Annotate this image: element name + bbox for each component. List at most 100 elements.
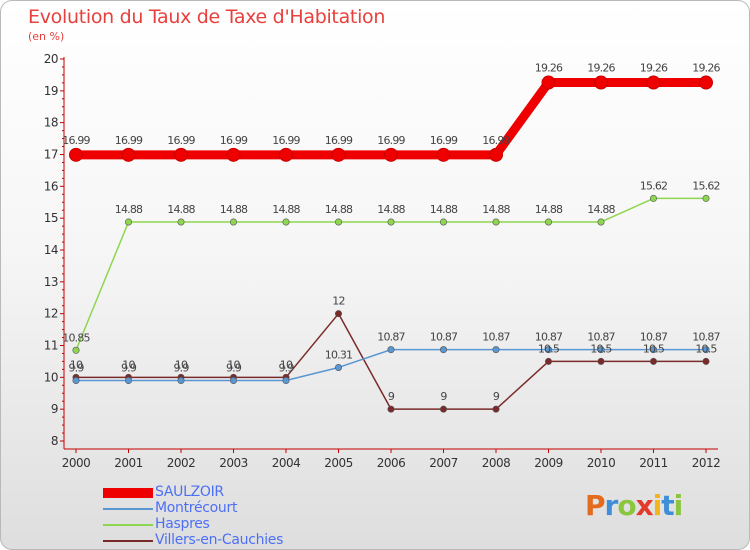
data-label: 14.88: [482, 203, 510, 216]
data-point: [489, 147, 503, 162]
legend-swatch: [103, 524, 153, 526]
y-tick-label: 11: [44, 339, 58, 353]
data-label: 10.87: [482, 331, 510, 344]
data-point: [125, 377, 133, 385]
data-label: 10.87: [535, 331, 563, 344]
data-point: [230, 218, 238, 226]
data-label: 9.9: [121, 362, 137, 375]
data-label: 16.99: [167, 134, 195, 147]
x-tick-label: 2007: [429, 456, 458, 470]
chart-title: Evolution du Taux de Taxe d'Habitation: [28, 6, 386, 28]
data-label: 9: [388, 390, 395, 403]
y-tick-label: 14: [44, 243, 58, 257]
y-tick-label: 16: [44, 179, 58, 193]
x-tick-label: 2003: [219, 456, 248, 470]
x-tick-label: 2006: [377, 456, 406, 470]
data-point: [121, 147, 136, 162]
data-label: 10.31: [325, 348, 353, 361]
data-point: [72, 346, 80, 354]
data-label: 9.9: [173, 362, 189, 375]
data-label: 10: [70, 358, 83, 371]
data-label: 10.87: [640, 331, 668, 344]
legend-label: SAULZOIR: [155, 484, 224, 500]
data-point: [544, 346, 552, 354]
y-tick-label: 10: [44, 370, 58, 384]
data-point: [230, 377, 238, 385]
data-point: [384, 147, 398, 162]
y-tick-label: 9: [51, 402, 58, 416]
y-tick-label: 8: [51, 434, 58, 448]
logo-letter: t: [661, 489, 674, 522]
data-point: [279, 147, 293, 162]
data-label: 9: [440, 390, 447, 403]
data-label: 19.26: [587, 62, 615, 75]
data-label: 10.87: [430, 331, 458, 344]
data-point: [597, 218, 605, 226]
data-point: [541, 75, 556, 90]
data-point: [492, 218, 500, 226]
y-tick-label: 12: [44, 307, 58, 321]
data-label: 10.5: [538, 342, 560, 355]
data-label: 15.62: [692, 179, 720, 192]
data-point: [334, 363, 342, 371]
data-label: 14.88: [587, 203, 615, 216]
data-point: [699, 75, 713, 90]
data-label: 14.88: [430, 203, 458, 216]
data-point: [334, 310, 342, 318]
data-label: 16.99: [272, 134, 300, 147]
data-point: [387, 405, 395, 413]
logo-letter: i: [673, 489, 684, 522]
data-label: 16.99: [325, 134, 353, 147]
x-tick-label: 2009: [534, 456, 563, 470]
data-point: [649, 194, 657, 202]
data-label: 14.88: [325, 203, 353, 216]
x-tick-label: 2004: [272, 456, 301, 470]
legend-swatch: [103, 488, 153, 498]
y-tick-label: 17: [44, 148, 58, 162]
data-point: [597, 357, 605, 365]
data-label: 14.88: [377, 203, 405, 216]
data-point: [387, 346, 395, 354]
data-label: 10.5: [590, 342, 612, 355]
data-label: 14.88: [535, 203, 563, 216]
data-point: [177, 377, 185, 385]
data-label: 10: [227, 358, 240, 371]
data-label: 10.87: [692, 331, 720, 344]
data-point: [439, 346, 447, 354]
y-tick-label: 20: [44, 52, 58, 66]
data-point: [439, 218, 447, 226]
data-label: 9.9: [226, 362, 242, 375]
logo-letter: o: [617, 489, 636, 522]
data-point: [492, 346, 500, 354]
proxiti-logo: Proxiti: [585, 489, 684, 522]
data-point: [72, 377, 80, 385]
data-point: [702, 346, 710, 354]
data-point: [226, 147, 241, 162]
data-label: 10: [175, 358, 188, 371]
data-label: 10: [280, 358, 293, 371]
data-point: [174, 147, 188, 162]
x-tick-label: 2008: [482, 456, 511, 470]
data-label: 10.87: [377, 331, 405, 344]
legend-label: Haspres: [155, 516, 210, 532]
data-label: 16.99: [220, 134, 248, 147]
logo-letter: x: [635, 489, 654, 522]
y-tick-label: 18: [44, 116, 58, 130]
data-point: [282, 377, 290, 385]
x-tick-label: 2002: [167, 456, 196, 470]
data-label: 14.88: [167, 203, 195, 216]
data-label: 10.87: [587, 331, 615, 344]
legend-label: Montrécourt: [155, 500, 238, 516]
data-point: [544, 218, 552, 226]
logo-letter: r: [604, 489, 619, 522]
data-point: [439, 405, 447, 413]
legend-swatch: [103, 508, 153, 510]
data-label: 14.88: [115, 203, 143, 216]
data-label: 16.99: [62, 134, 90, 147]
legend-label: Villers-en-Cauchies: [155, 532, 284, 548]
data-label: 10.5: [695, 342, 717, 355]
data-label: 15.62: [640, 179, 668, 192]
data-point: [646, 75, 661, 90]
